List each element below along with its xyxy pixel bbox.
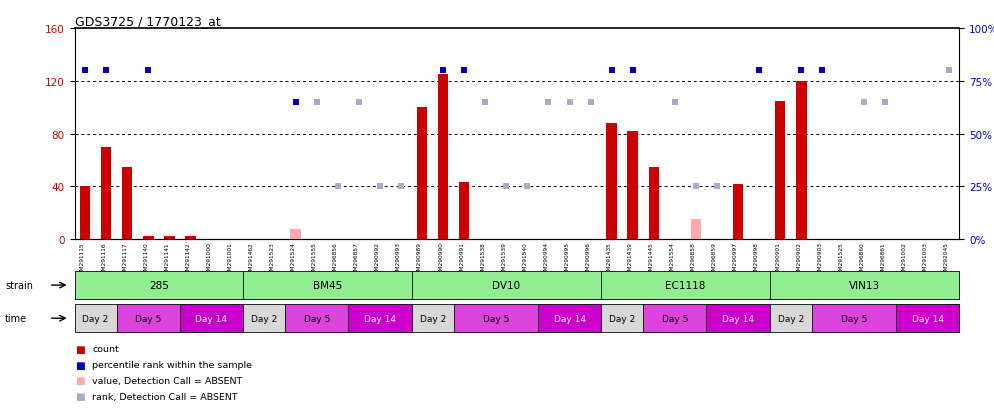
Bar [143,237,153,240]
Text: ■: ■ [75,344,84,354]
Text: Day 14: Day 14 [196,314,228,323]
Text: time: time [5,313,27,323]
Text: GSM291141: GSM291141 [164,242,169,277]
Text: 285: 285 [149,280,169,290]
Text: ■: ■ [75,391,84,401]
Text: GSM291540: GSM291540 [523,242,528,278]
Bar [648,167,659,240]
Text: GSM291140: GSM291140 [143,242,148,277]
Text: Day 2: Day 2 [419,314,445,323]
Text: GSM291538: GSM291538 [480,242,485,278]
Bar [733,184,744,240]
Text: GSM291525: GSM291525 [838,242,843,278]
Text: GSM291445: GSM291445 [649,242,654,278]
Text: GSM290901: GSM290901 [775,242,780,278]
Text: GSM296856: GSM296856 [333,242,338,277]
Text: GSM291003: GSM291003 [922,242,927,278]
Text: GSM292045: GSM292045 [943,242,948,278]
Text: GSM290992: GSM290992 [375,242,380,278]
Text: GSM291142: GSM291142 [186,242,191,277]
Text: ■: ■ [75,360,84,370]
Bar [606,124,617,240]
Text: GSM291000: GSM291000 [207,242,212,278]
Text: VIN13: VIN13 [849,280,880,290]
Bar [185,237,196,240]
Text: GSM290995: GSM290995 [565,242,570,278]
Text: Day 2: Day 2 [777,314,804,323]
Text: GSM291001: GSM291001 [228,242,233,277]
Text: GSM291439: GSM291439 [628,242,633,278]
Bar [775,101,785,240]
Text: GSM291539: GSM291539 [501,242,506,278]
Text: GSM290902: GSM290902 [796,242,801,278]
Text: strain: strain [5,280,33,290]
Bar [416,108,427,240]
Text: GSM290997: GSM290997 [733,242,738,278]
Bar [627,132,638,240]
Bar [691,220,701,240]
Text: GSM291554: GSM291554 [670,242,675,278]
Text: Day 5: Day 5 [483,314,509,323]
Text: Day 5: Day 5 [303,314,330,323]
Text: GSM290993: GSM290993 [396,242,401,278]
Text: GSM291435: GSM291435 [606,242,611,278]
Text: percentile rank within the sample: percentile rank within the sample [92,360,252,369]
Text: GSM290991: GSM290991 [459,242,464,278]
Text: Day 5: Day 5 [135,314,161,323]
Text: GSM291002: GSM291002 [902,242,907,278]
Text: Day 5: Day 5 [662,314,688,323]
Text: GSM290903: GSM290903 [817,242,822,278]
Text: rank, Detection Call = ABSENT: rank, Detection Call = ABSENT [92,392,239,401]
Text: GSM291462: GSM291462 [248,242,253,277]
Text: GSM290994: GSM290994 [544,242,549,278]
Text: GSM291523: GSM291523 [269,242,274,278]
Text: EC1118: EC1118 [665,280,706,290]
Text: GSM296860: GSM296860 [860,242,865,277]
Text: GSM291555: GSM291555 [312,242,317,278]
Text: GSM296857: GSM296857 [354,242,359,278]
Bar [100,147,111,240]
Bar [122,167,132,240]
Text: Day 14: Day 14 [364,314,396,323]
Text: value, Detection Call = ABSENT: value, Detection Call = ABSENT [92,376,243,385]
Text: GSM296859: GSM296859 [712,242,717,278]
Bar [796,82,806,240]
Text: Day 2: Day 2 [609,314,635,323]
Text: Day 14: Day 14 [554,314,585,323]
Bar [438,75,448,240]
Text: count: count [92,344,119,354]
Bar [80,187,90,240]
Text: GSM296858: GSM296858 [691,242,696,278]
Text: GSM291116: GSM291116 [101,242,106,277]
Text: DV10: DV10 [492,280,521,290]
Text: GSM290998: GSM290998 [754,242,759,278]
Text: GSM290990: GSM290990 [438,242,443,278]
Text: Day 2: Day 2 [83,314,108,323]
Text: GSM291117: GSM291117 [122,242,127,277]
Text: GSM290989: GSM290989 [417,242,422,278]
Text: BM45: BM45 [313,280,342,290]
Text: ■: ■ [75,375,84,385]
Bar [164,237,175,240]
Text: GSM291524: GSM291524 [290,242,296,278]
Bar [459,183,469,240]
Text: GSM291115: GSM291115 [81,242,85,277]
Text: GSM296861: GSM296861 [881,242,886,277]
Text: Day 5: Day 5 [841,314,867,323]
Text: GSM290996: GSM290996 [585,242,590,278]
Text: GDS3725 / 1770123_at: GDS3725 / 1770123_at [75,15,221,28]
Text: Day 14: Day 14 [911,314,943,323]
Bar [290,229,301,240]
Text: Day 2: Day 2 [251,314,277,323]
Text: Day 14: Day 14 [722,314,754,323]
